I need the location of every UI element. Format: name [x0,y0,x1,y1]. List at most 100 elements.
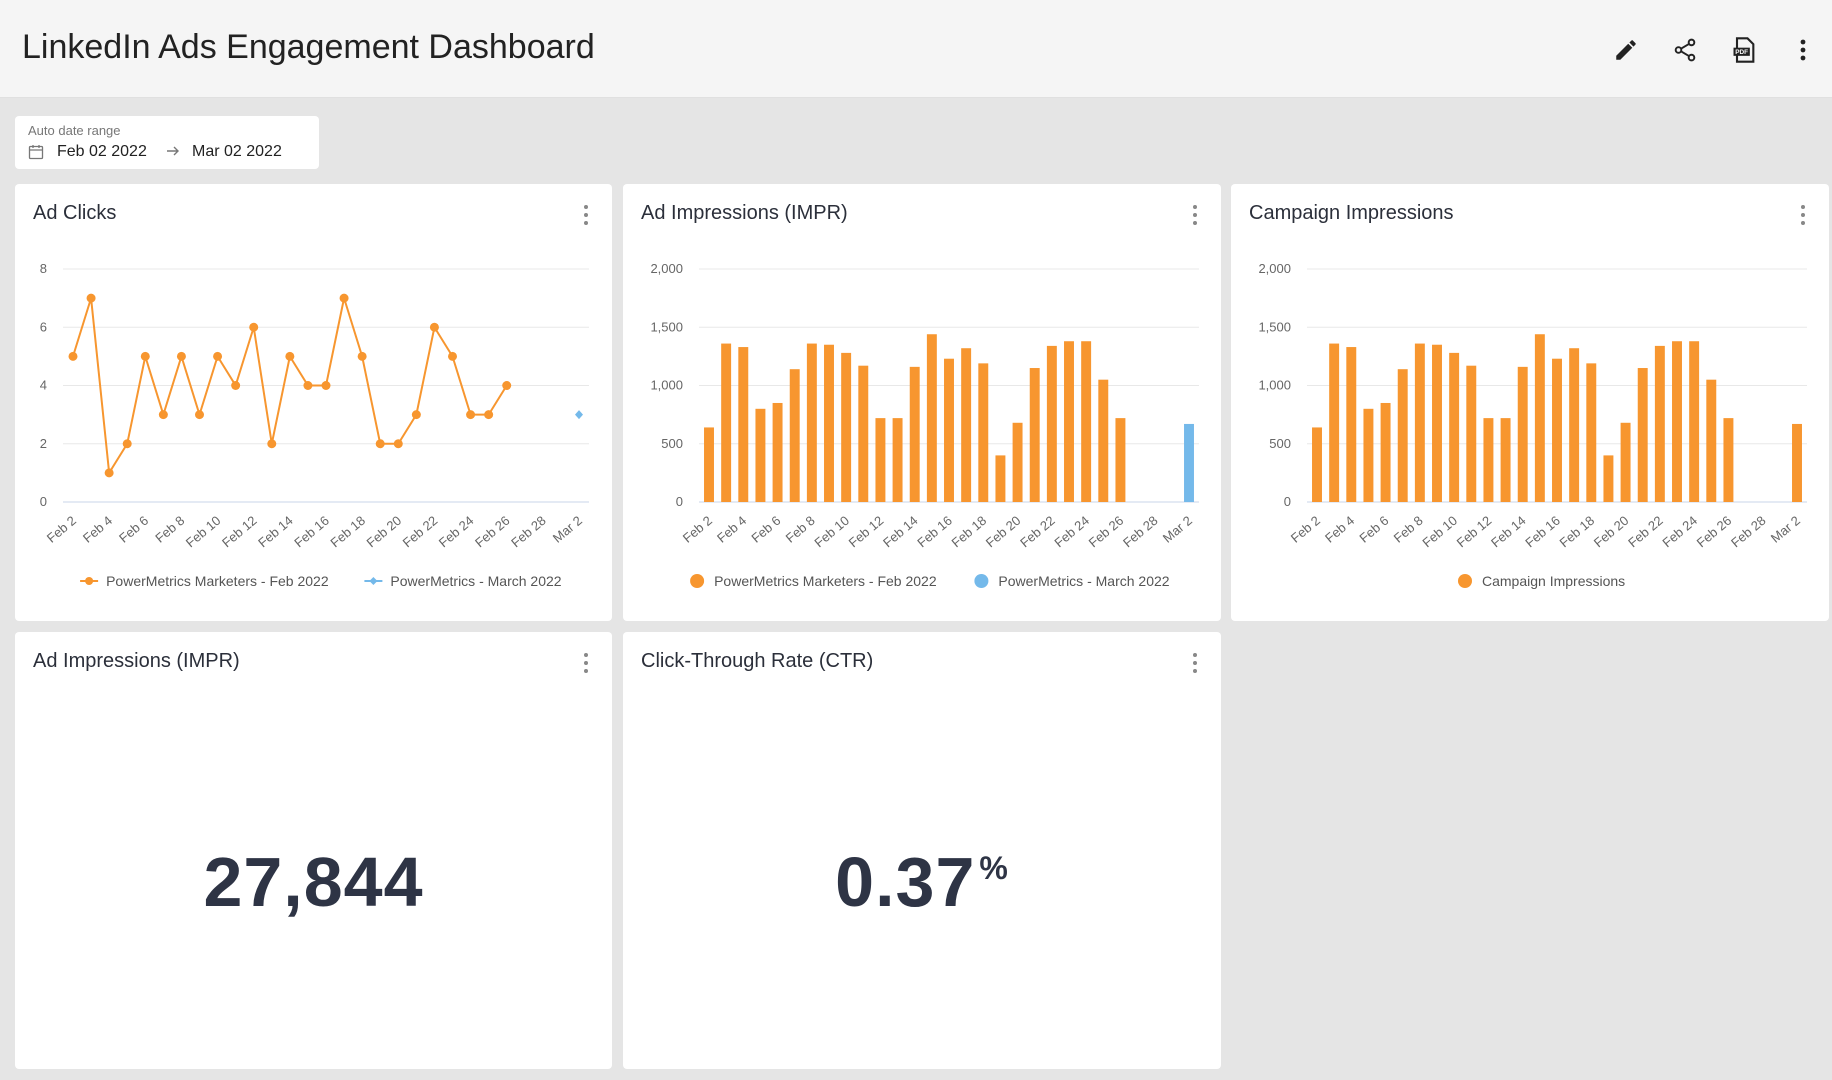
card-ctr-kpi: Click-Through Rate (CTR) 0.37% [623,632,1221,1069]
card-ad-clicks: Ad Clicks 0 2 4 6 8 Feb 2 Feb 4 Feb 6 Feb 8 Feb 1… [15,184,612,621]
bar [1449,352,1460,502]
more-vertical-icon[interactable] [1773,30,1832,70]
more-vertical-icon[interactable] [582,652,590,674]
data-point [429,322,439,332]
kpi-number: 0.37 [835,843,976,921]
bar [1706,379,1717,502]
bar [1363,408,1374,502]
x-tick-label: Feb 28 [508,513,549,551]
bar [1397,369,1408,502]
data-point [68,351,78,361]
x-tick-label: Feb 10 [1419,513,1460,551]
x-tick-label: Feb 18 [327,513,368,551]
bar [1792,423,1802,502]
card-campaign-impressions: Campaign Impressions 0 500 1,000 1,500 2,000… [1231,184,1829,621]
card-title: Ad Clicks [33,202,117,224]
x-tick-label: Feb 26 [472,513,513,551]
bar [772,402,783,502]
x-tick-label: Feb 28 [1120,513,1161,551]
card-title: Ad Impressions (IMPR) [641,202,848,224]
x-tick-label: Feb 14 [1488,513,1529,551]
bar [1517,366,1528,502]
y-tick-label: 1,500 [1258,319,1291,334]
y-tick-label: 8 [40,261,47,276]
bar [806,343,817,502]
more-vertical-icon[interactable] [1191,204,1199,226]
card-title: Ad Impressions (IMPR) [33,650,240,672]
bar [1346,347,1357,502]
x-tick-label: Feb 22 [400,513,441,551]
bar [1029,368,1040,502]
data-point [484,410,494,420]
y-tick-label: 4 [40,378,47,393]
svg-text:PDF: PDF [1735,49,1748,56]
bar [1552,358,1562,502]
data-point [122,439,132,449]
bar [1483,418,1494,502]
x-tick-label: Feb 12 [846,513,887,551]
x-tick-label: Mar 2 [1768,513,1803,546]
card-ad-impressions-chart: Ad Impressions (IMPR) 0 500 1,000 1,500 2,00… [623,184,1221,621]
page-title: LinkedIn Ads Engagement Dashboard [22,28,595,66]
bar [1046,345,1057,502]
x-tick-label: Mar 2 [550,513,585,546]
y-tick-label: 500 [1269,436,1291,451]
more-vertical-icon[interactable] [1799,204,1807,226]
x-tick-label: Feb 16 [914,513,955,551]
bar [1312,427,1322,502]
bar [1637,368,1648,502]
bar [1184,423,1194,502]
y-tick-label: 0 [676,494,683,509]
data-point [176,351,186,361]
y-tick-label: 0 [40,494,47,509]
data-point [303,381,313,390]
data-point [411,410,421,420]
bar [944,358,954,502]
y-tick-label: 2,000 [650,261,683,276]
bar [875,418,886,502]
date-range-picker[interactable]: Auto date range Feb 02 2022 Mar 02 2022 [15,116,319,169]
x-tick-label: Feb 14 [880,513,921,551]
data-point [357,351,367,361]
x-tick-label: Feb 16 [1522,513,1563,551]
bar [1064,341,1074,502]
y-tick-label: 0 [1284,494,1291,509]
x-tick-label: Feb 28 [1728,513,1769,551]
x-tick-label: Feb 4 [714,513,749,546]
bar [978,363,989,502]
data-point [231,381,241,390]
share-icon[interactable] [1655,30,1714,70]
data-point [86,293,96,303]
bar [824,344,834,502]
data-point [267,439,277,449]
legend-label: PowerMetrics Marketers - Feb 2022 [106,573,329,589]
bar [704,427,714,502]
edit-icon[interactable] [1596,30,1655,70]
more-vertical-icon[interactable] [582,204,590,226]
legend-marker [974,574,989,588]
bar [995,455,1006,502]
x-tick-label: Feb 10 [183,513,224,551]
x-tick-label: Feb 12 [1454,513,1495,551]
x-tick-label: Feb 14 [255,513,296,551]
x-tick-label: Feb 8 [152,513,187,546]
x-tick-label: Feb 2 [1288,513,1323,546]
card-title: Campaign Impressions [1249,202,1454,224]
bar [1654,345,1665,502]
pdf-icon[interactable]: PDF [1714,30,1773,70]
bar [1380,402,1391,502]
bar [1012,422,1023,502]
x-tick-label: Mar 2 [1160,513,1195,546]
more-vertical-icon[interactable] [1191,652,1199,674]
bar [1723,418,1734,502]
bar [1500,418,1511,502]
bar [1414,343,1425,502]
card-ad-impressions-kpi: Ad Impressions (IMPR) 27,844 [15,632,612,1069]
bar [1689,341,1700,502]
legend-marker [85,577,94,585]
x-tick-label: Feb 6 [1356,513,1391,546]
kpi-value: 0.37% [623,842,1221,922]
x-tick-label: Feb 18 [949,513,990,551]
